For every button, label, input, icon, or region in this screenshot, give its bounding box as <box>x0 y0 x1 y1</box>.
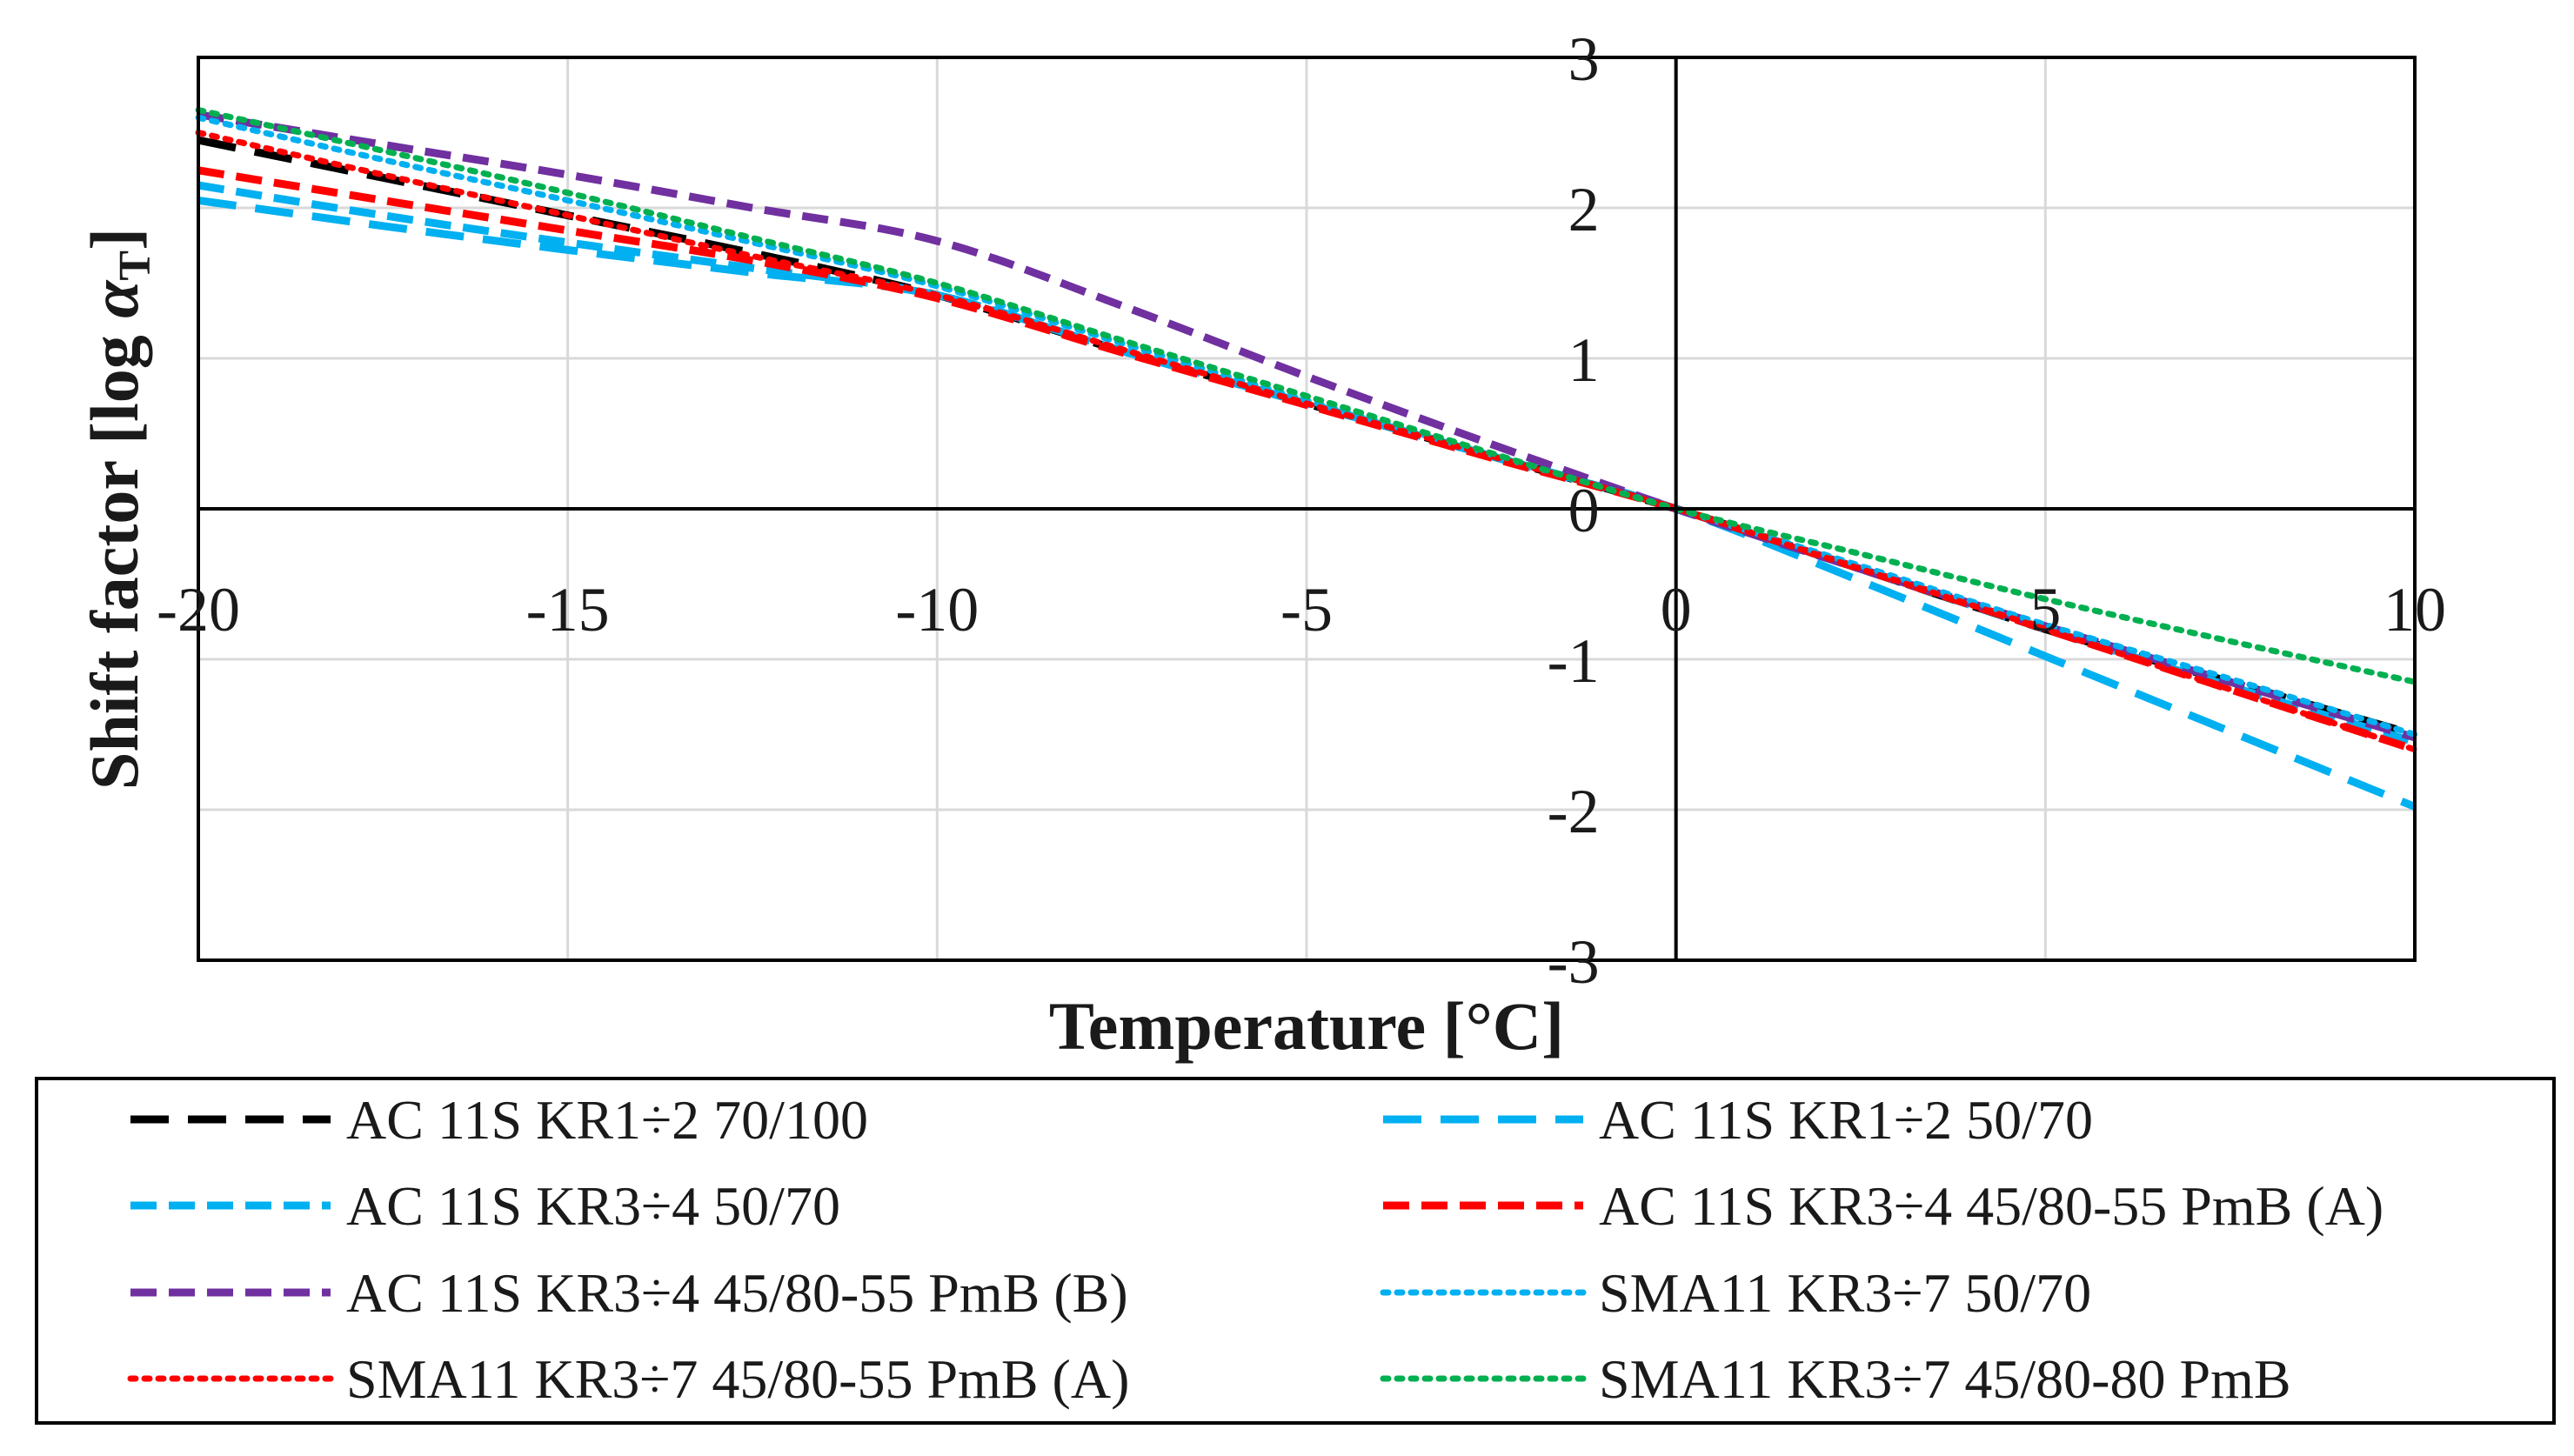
series-line <box>195 107 2418 685</box>
axes <box>198 57 2415 960</box>
legend-label: SMA11 KR3÷7 45/80-80 PmB <box>1599 1348 2291 1410</box>
y-axis-title-symbol: α <box>77 279 152 318</box>
legend-box <box>35 1077 2556 1425</box>
x-tick-label: -5 <box>1280 575 1333 645</box>
x-tick-label: -20 <box>157 575 240 645</box>
legend-label: SMA11 KR3÷7 45/80-55 PmB (A) <box>346 1348 1129 1410</box>
x-tick-label: 5 <box>2029 575 2061 645</box>
legend-label: AC 11S KR3÷4 45/80-55 PmB (A) <box>1599 1175 2383 1237</box>
legend: AC 11S KR1÷2 70/100 AC 11S KR1÷2 50/70 AC … <box>127 1089 2383 1410</box>
y-tick-label: -3 <box>1548 927 1600 997</box>
y-tick-label: 3 <box>1568 24 1600 94</box>
y-axis-title-main: Shift factor [log <box>77 318 152 790</box>
y-tick-label: 2 <box>1568 175 1600 244</box>
y-axis-title-bracket: ] <box>77 228 152 250</box>
y-tick-label: 1 <box>1568 325 1600 395</box>
x-tick-label: -10 <box>895 575 979 645</box>
y-tick-label: -2 <box>1548 777 1600 846</box>
x-tick-label: 10 <box>2383 575 2446 645</box>
series-lines <box>195 107 2418 811</box>
y-tick-label: -1 <box>1548 626 1600 696</box>
series-line <box>197 196 2417 811</box>
y-axis-title: Shift factor [log αT] <box>77 228 160 790</box>
y-axis-title-subscript: T <box>110 250 160 281</box>
legend-label: SMA11 KR3÷7 50/70 <box>1599 1262 2091 1324</box>
x-tick-label: -15 <box>526 575 610 645</box>
series-line <box>195 130 2418 753</box>
legend-label: AC 11S KR1÷2 70/100 <box>346 1089 868 1151</box>
x-axis-title: Temperature [°C] <box>1049 988 1564 1064</box>
legend-label: AC 11S KR3÷4 50/70 <box>346 1175 840 1237</box>
legend-label: AC 11S KR3÷4 45/80-55 PmB (B) <box>346 1262 1128 1324</box>
y-tick-label: 0 <box>1568 476 1600 545</box>
legend-label: AC 11S KR1÷2 50/70 <box>1599 1089 2093 1151</box>
x-tick-label: 0 <box>1661 575 1692 645</box>
series-line <box>197 110 2417 742</box>
